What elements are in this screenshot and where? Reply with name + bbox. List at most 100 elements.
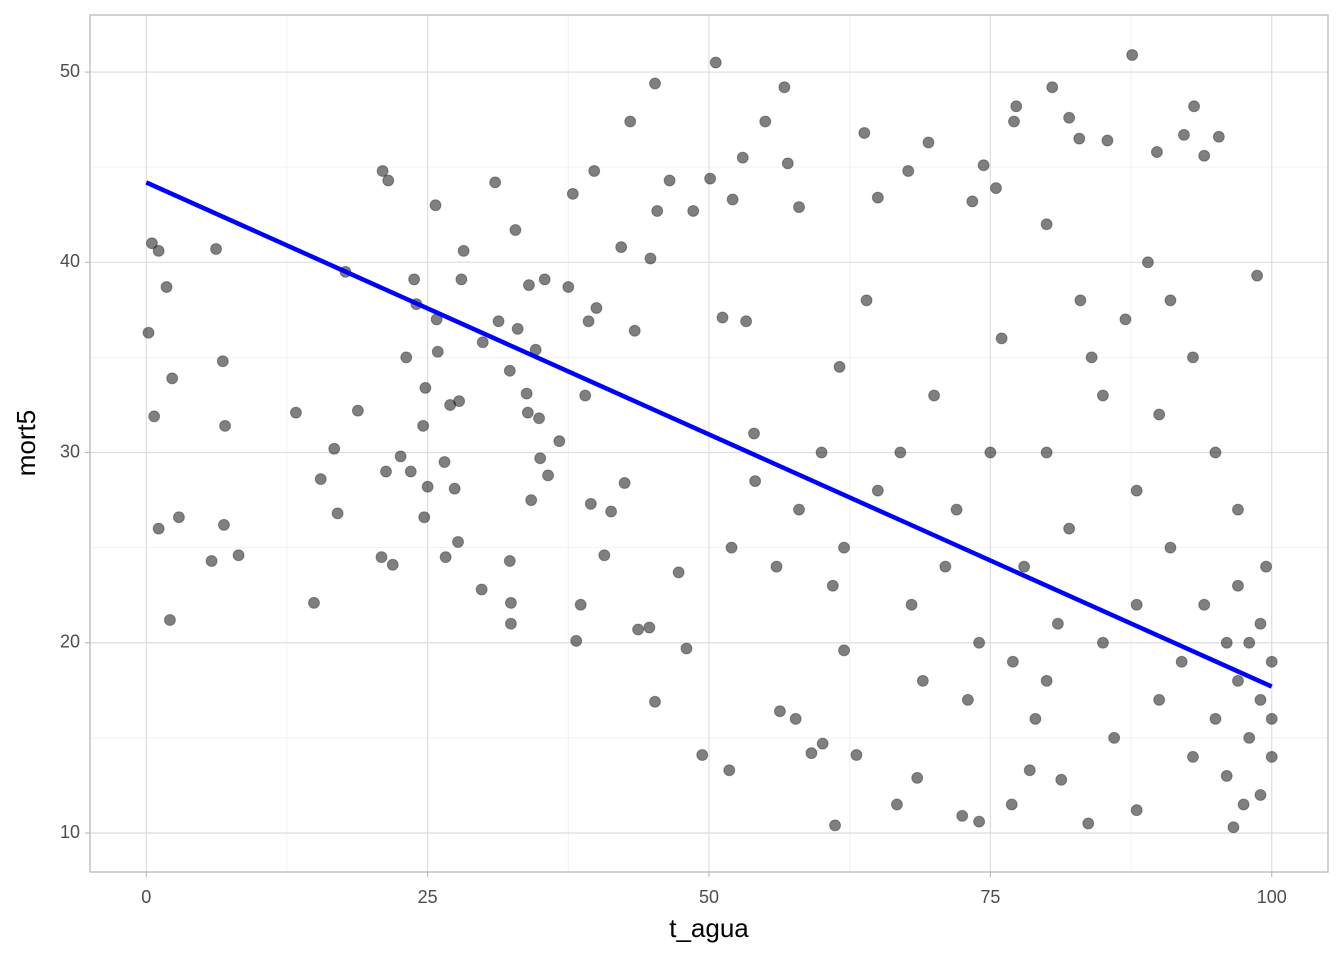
point bbox=[1164, 294, 1177, 307]
point bbox=[331, 507, 344, 520]
point bbox=[217, 518, 230, 531]
y-tick-label: 40 bbox=[60, 251, 80, 271]
point bbox=[1055, 773, 1068, 786]
point bbox=[166, 372, 179, 385]
point bbox=[1209, 446, 1222, 459]
point bbox=[408, 273, 421, 286]
point bbox=[696, 749, 709, 762]
point bbox=[1186, 750, 1199, 763]
point bbox=[152, 244, 165, 257]
point bbox=[749, 475, 762, 488]
point bbox=[829, 819, 842, 832]
point bbox=[984, 446, 997, 459]
panel-border bbox=[89, 14, 1329, 873]
y-tick-label: 10 bbox=[60, 822, 80, 842]
point bbox=[216, 355, 229, 368]
point bbox=[1254, 788, 1267, 801]
point bbox=[1006, 655, 1019, 668]
point bbox=[973, 636, 986, 649]
point bbox=[148, 410, 161, 423]
point bbox=[1073, 132, 1086, 145]
point bbox=[1096, 636, 1109, 649]
point bbox=[672, 566, 685, 579]
point bbox=[400, 351, 413, 364]
point bbox=[542, 469, 555, 482]
point bbox=[709, 56, 722, 69]
point bbox=[210, 242, 223, 255]
x-tick-label: 100 bbox=[1257, 887, 1287, 907]
y-tick-label: 20 bbox=[60, 632, 80, 652]
point bbox=[793, 503, 806, 516]
point bbox=[1046, 81, 1059, 94]
point bbox=[858, 126, 871, 139]
point bbox=[1153, 693, 1166, 706]
point bbox=[989, 182, 1002, 195]
point bbox=[438, 456, 451, 469]
point bbox=[1254, 693, 1267, 706]
point bbox=[723, 764, 736, 777]
point bbox=[453, 395, 466, 408]
point bbox=[1063, 522, 1076, 535]
point bbox=[833, 360, 846, 373]
point bbox=[1212, 130, 1225, 143]
point bbox=[1051, 617, 1064, 630]
point bbox=[419, 381, 432, 394]
point bbox=[1265, 750, 1278, 763]
point bbox=[648, 695, 661, 708]
point bbox=[916, 674, 929, 687]
point bbox=[307, 596, 320, 609]
point bbox=[1251, 269, 1264, 282]
point bbox=[1130, 804, 1143, 817]
point bbox=[1260, 560, 1273, 573]
point bbox=[826, 579, 839, 592]
point bbox=[1243, 731, 1256, 744]
point bbox=[680, 642, 693, 655]
point bbox=[1130, 598, 1143, 611]
point bbox=[489, 176, 502, 189]
point bbox=[995, 332, 1008, 345]
point bbox=[704, 172, 717, 185]
point bbox=[736, 151, 749, 164]
point bbox=[789, 712, 802, 725]
point bbox=[525, 494, 538, 507]
point bbox=[644, 252, 657, 265]
point bbox=[448, 482, 461, 495]
fit-line bbox=[145, 180, 1273, 689]
point bbox=[928, 389, 941, 402]
point bbox=[1005, 798, 1018, 811]
point bbox=[598, 549, 611, 562]
point bbox=[816, 737, 829, 750]
point bbox=[1198, 149, 1211, 162]
point bbox=[977, 159, 990, 172]
point bbox=[582, 315, 595, 328]
x-tick-label: 50 bbox=[699, 887, 719, 907]
point bbox=[793, 201, 806, 214]
point bbox=[205, 554, 218, 567]
point bbox=[232, 549, 245, 562]
point bbox=[504, 596, 517, 609]
point bbox=[1018, 560, 1031, 573]
point bbox=[1231, 674, 1244, 687]
point bbox=[534, 452, 547, 465]
point bbox=[618, 476, 631, 489]
point bbox=[778, 81, 791, 94]
x-tick-label: 0 bbox=[141, 887, 151, 907]
point bbox=[850, 749, 863, 762]
point bbox=[314, 473, 327, 486]
point bbox=[1177, 128, 1190, 141]
point bbox=[1186, 351, 1199, 364]
point bbox=[538, 273, 551, 286]
point bbox=[588, 164, 601, 177]
point bbox=[1040, 218, 1053, 231]
point bbox=[394, 450, 407, 463]
point bbox=[431, 345, 444, 358]
point bbox=[522, 279, 535, 292]
point bbox=[1220, 769, 1233, 782]
point bbox=[145, 237, 158, 250]
point bbox=[950, 503, 963, 516]
point bbox=[386, 558, 399, 571]
point bbox=[605, 505, 618, 518]
point bbox=[815, 446, 828, 459]
point bbox=[1237, 798, 1250, 811]
